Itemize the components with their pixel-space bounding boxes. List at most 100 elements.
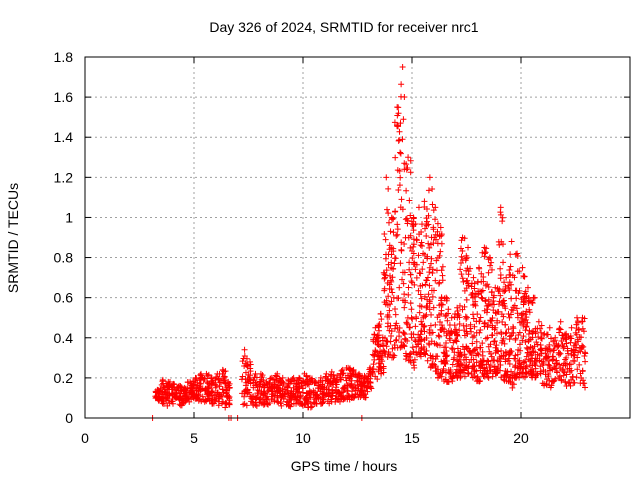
data-point (438, 240, 445, 247)
data-point (445, 306, 452, 313)
data-point (164, 402, 171, 409)
data-point (499, 319, 506, 326)
data-point (508, 332, 515, 339)
data-point (469, 374, 476, 381)
data-point (176, 382, 183, 389)
data-point (288, 401, 295, 408)
data-point (444, 317, 451, 324)
data-point (399, 136, 406, 143)
data-point (557, 365, 564, 372)
data-point (578, 318, 585, 325)
data-point (468, 352, 475, 359)
data-point (484, 334, 491, 341)
data-point (456, 327, 463, 334)
data-point (390, 229, 397, 236)
data-point (506, 336, 513, 343)
data-point (473, 368, 480, 375)
data-point (440, 349, 447, 356)
data-point (209, 388, 216, 395)
data-point (468, 328, 475, 335)
data-point (396, 284, 403, 291)
data-point (470, 274, 477, 281)
data-point (181, 384, 188, 391)
data-point (471, 332, 478, 339)
data-point (219, 386, 226, 393)
data-point (497, 361, 504, 368)
data-point (522, 338, 529, 345)
data-point (305, 381, 312, 388)
data-point (568, 335, 575, 342)
data-point (420, 314, 427, 321)
data-point (436, 312, 443, 319)
data-point (413, 274, 420, 281)
data-point (499, 218, 506, 225)
data-point (408, 314, 415, 321)
data-point (556, 329, 563, 336)
data-point (238, 376, 245, 383)
data-point (417, 291, 424, 298)
data-point (568, 324, 575, 331)
x-tick-label: 0 (81, 430, 89, 446)
data-point (279, 374, 286, 381)
data-point (506, 267, 513, 274)
data-point (523, 323, 530, 330)
data-point (274, 383, 281, 390)
data-point (159, 376, 166, 383)
data-point (378, 316, 385, 323)
data-point (484, 323, 491, 330)
data-point (304, 399, 311, 406)
data-point (405, 154, 412, 161)
data-point (502, 321, 509, 328)
data-point (582, 384, 589, 391)
data-point (505, 326, 512, 333)
data-point (425, 291, 432, 298)
data-point (557, 326, 564, 333)
data-point (160, 400, 167, 407)
data-point (394, 104, 401, 111)
data-point (444, 352, 451, 359)
y-tick-label: 0 (65, 410, 73, 426)
data-point (278, 379, 285, 386)
data-point (410, 214, 417, 221)
data-point (475, 363, 482, 370)
plot-frame (84, 56, 631, 419)
data-point (432, 321, 439, 328)
data-point (513, 305, 520, 312)
data-point (547, 348, 554, 355)
data-point (405, 284, 412, 291)
data-point (207, 380, 214, 387)
data-point (397, 174, 404, 181)
data-point (529, 328, 536, 335)
data-point (464, 369, 471, 376)
data-point (571, 379, 578, 386)
data-point (441, 344, 448, 351)
data-point (273, 385, 280, 392)
data-point (519, 264, 526, 271)
data-point (240, 355, 247, 362)
data-point (426, 269, 433, 276)
data-point (393, 336, 400, 343)
data-point (226, 385, 233, 392)
data-point (478, 288, 485, 295)
data-point (391, 119, 398, 126)
data-point (473, 344, 480, 351)
data-point (556, 361, 563, 368)
data-point (557, 318, 564, 325)
data-point (203, 370, 210, 377)
data-point (496, 286, 503, 293)
data-point (387, 228, 394, 235)
data-point (454, 345, 461, 352)
data-point (497, 367, 504, 374)
data-point (469, 340, 476, 347)
data-point (458, 237, 465, 244)
y-tick-label: 1.4 (54, 129, 74, 145)
data-point (451, 354, 458, 361)
data-point (383, 337, 390, 344)
data-point (458, 352, 465, 359)
data-point (247, 365, 254, 372)
data-point (484, 357, 491, 364)
data-point (366, 364, 373, 371)
data-point (534, 325, 541, 332)
data-point (498, 347, 505, 354)
